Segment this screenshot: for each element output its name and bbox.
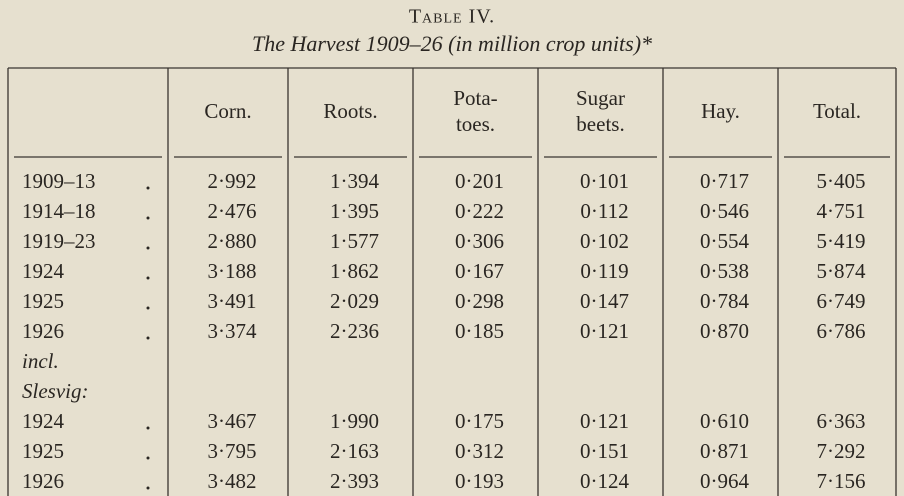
cell: 2·393 bbox=[330, 469, 379, 493]
cell: 0·554 bbox=[700, 229, 749, 253]
leader-dot bbox=[146, 426, 150, 430]
leader-dot bbox=[146, 186, 150, 190]
cell: 6·363 bbox=[817, 409, 866, 433]
cell: 5·874 bbox=[817, 259, 866, 283]
cell: 0·538 bbox=[700, 259, 749, 283]
cell: 0·112 bbox=[580, 199, 628, 223]
cell: 3·491 bbox=[208, 289, 257, 313]
cell: 0·121 bbox=[580, 319, 629, 343]
cell: 2·880 bbox=[208, 229, 257, 253]
leader-dot bbox=[146, 216, 150, 220]
leader-dot bbox=[146, 276, 150, 280]
cell: 0·871 bbox=[700, 439, 749, 463]
leader-dot bbox=[146, 456, 150, 460]
cell: 0·784 bbox=[700, 289, 749, 313]
table-subtitle: The Harvest 1909–26 (in million crop uni… bbox=[252, 31, 652, 56]
cell: 0·193 bbox=[455, 469, 504, 493]
leader-dot bbox=[146, 486, 150, 490]
column-header: Pota- bbox=[453, 86, 497, 110]
cell: 0·185 bbox=[455, 319, 504, 343]
row-label: 1925 bbox=[22, 289, 64, 313]
cell: 0·717 bbox=[700, 169, 749, 193]
column-header: Corn. bbox=[204, 99, 251, 123]
row-label: 1914–18 bbox=[22, 199, 96, 223]
cell: 3·795 bbox=[208, 439, 257, 463]
cell: 0·222 bbox=[455, 199, 504, 223]
cell: 0·870 bbox=[700, 319, 749, 343]
cell: 2·029 bbox=[330, 289, 379, 313]
cell: 5·405 bbox=[817, 169, 866, 193]
cell: 1·862 bbox=[330, 259, 379, 283]
cell: 0·121 bbox=[580, 409, 629, 433]
cell: 0·610 bbox=[700, 409, 749, 433]
leader-dot bbox=[146, 336, 150, 340]
cell: 0·964 bbox=[700, 469, 749, 493]
row-label: 1924 bbox=[22, 409, 65, 433]
cell: 6·786 bbox=[817, 319, 866, 343]
cell: 0·312 bbox=[455, 439, 504, 463]
cell: 0·546 bbox=[700, 199, 749, 223]
column-header: Hay. bbox=[701, 99, 740, 123]
row-label: 1909–13 bbox=[22, 169, 96, 193]
column-header: toes. bbox=[456, 112, 495, 136]
cell: 1·394 bbox=[330, 169, 379, 193]
cell: 0·306 bbox=[455, 229, 504, 253]
column-header: Total. bbox=[813, 99, 861, 123]
cell: 2·992 bbox=[208, 169, 257, 193]
cell: 0·298 bbox=[455, 289, 504, 313]
row-label: Slesvig: bbox=[22, 379, 88, 403]
cell: 2·236 bbox=[330, 319, 379, 343]
cell: 0·101 bbox=[580, 169, 629, 193]
cell: 1·395 bbox=[330, 199, 379, 223]
cell: 0·175 bbox=[455, 409, 504, 433]
cell: 0·147 bbox=[580, 289, 629, 313]
row-label: 1925 bbox=[22, 439, 64, 463]
row-label: 1924 bbox=[22, 259, 65, 283]
row-label: 1926 bbox=[22, 319, 64, 343]
column-header: Roots. bbox=[323, 99, 377, 123]
cell: 0·119 bbox=[580, 259, 628, 283]
cell: 0·102 bbox=[580, 229, 629, 253]
cell: 7·292 bbox=[817, 439, 866, 463]
cell: 0·167 bbox=[455, 259, 504, 283]
row-label: incl. bbox=[22, 349, 59, 373]
column-header: Sugar bbox=[576, 86, 625, 110]
cell: 4·751 bbox=[817, 199, 866, 223]
cell: 6·749 bbox=[817, 289, 866, 313]
cell: 2·163 bbox=[330, 439, 379, 463]
row-label: 1919–23 bbox=[22, 229, 96, 253]
leader-dot bbox=[146, 306, 150, 310]
cell: 3·374 bbox=[208, 319, 257, 343]
cell: 3·467 bbox=[208, 409, 257, 433]
column-header: beets. bbox=[576, 112, 624, 136]
row-label: 1926 bbox=[22, 469, 64, 493]
cell: 0·124 bbox=[580, 469, 629, 493]
cell: 0·151 bbox=[580, 439, 629, 463]
cell: 3·482 bbox=[208, 469, 257, 493]
cell: 2·476 bbox=[208, 199, 257, 223]
cell: 1·577 bbox=[330, 229, 379, 253]
cell: 0·201 bbox=[455, 169, 504, 193]
cell: 1·990 bbox=[330, 409, 379, 433]
leader-dot bbox=[146, 246, 150, 250]
table-title: Table IV. bbox=[409, 6, 495, 28]
cell: 7·156 bbox=[817, 469, 866, 493]
cell: 5·419 bbox=[817, 229, 866, 253]
cell: 3·188 bbox=[208, 259, 257, 283]
